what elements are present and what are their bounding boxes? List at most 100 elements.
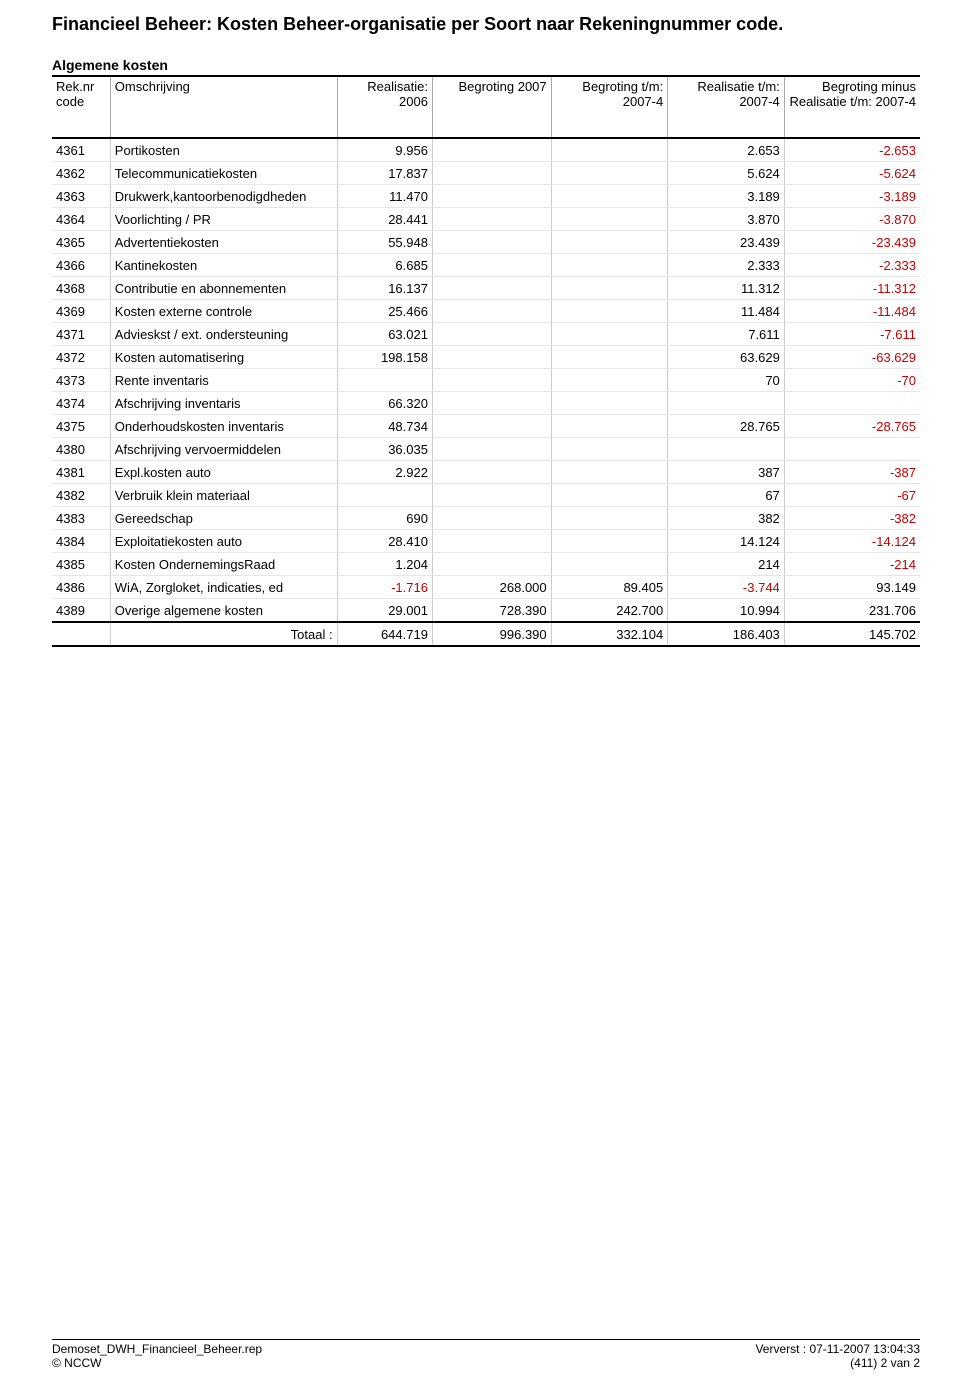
cell-b2007 <box>432 346 551 369</box>
col-header-desc: Omschrijving <box>110 76 337 138</box>
table-total-row: Totaal : 644.719 996.390 332.104 186.403… <box>52 622 920 646</box>
cell-code: 4380 <box>52 438 110 461</box>
cell-btm <box>551 300 668 323</box>
cell-code: 4389 <box>52 599 110 623</box>
cell-r2006: -1.716 <box>337 576 432 599</box>
cell-rtm: 387 <box>668 461 785 484</box>
cell-rtm: 10.994 <box>668 599 785 623</box>
cell-bmr: -2.653 <box>784 138 920 162</box>
cell-btm: 242.700 <box>551 599 668 623</box>
cell-b2007 <box>432 300 551 323</box>
col-header-bmr: Begroting minus Realisatie t/m: 2007-4 <box>784 76 920 138</box>
cell-rtm: 7.611 <box>668 323 785 346</box>
cell-bmr: -70 <box>784 369 920 392</box>
cell-b2007 <box>432 369 551 392</box>
cell-b2007 <box>432 162 551 185</box>
cell-bmr: -5.624 <box>784 162 920 185</box>
cell-b2007 <box>432 254 551 277</box>
cell-desc: Afschrijving inventaris <box>110 392 337 415</box>
cell-b2007: 268.000 <box>432 576 551 599</box>
cell-rtm: 3.189 <box>668 185 785 208</box>
cell-code: 4364 <box>52 208 110 231</box>
cell-code: 4385 <box>52 553 110 576</box>
cell-r2006: 9.956 <box>337 138 432 162</box>
cell-btm <box>551 231 668 254</box>
cell-rtm: 11.484 <box>668 300 785 323</box>
cell-r2006: 11.470 <box>337 185 432 208</box>
cell-rtm: -3.744 <box>668 576 785 599</box>
cell-rtm: 5.624 <box>668 162 785 185</box>
report-table: Rek.nr code Omschrijving Realisatie: 200… <box>52 75 920 647</box>
cell-code: 4386 <box>52 576 110 599</box>
cell-desc: WiA, Zorgloket, indicaties, ed <box>110 576 337 599</box>
table-row: 4362Telecommunicatiekosten17.8375.624-5.… <box>52 162 920 185</box>
cell-r2006: 2.922 <box>337 461 432 484</box>
cell-r2006: 25.466 <box>337 300 432 323</box>
footer-refreshed: Ververst : 07-11-2007 13:04:33 <box>486 1342 920 1356</box>
cell-desc: Portikosten <box>110 138 337 162</box>
cell-b2007 <box>432 461 551 484</box>
table-row: 4366Kantinekosten6.6852.333-2.333 <box>52 254 920 277</box>
cell-btm <box>551 438 668 461</box>
cell-rtm <box>668 438 785 461</box>
table-row: 4373Rente inventaris70-70 <box>52 369 920 392</box>
cell-r2006 <box>337 484 432 507</box>
cell-rtm: 28.765 <box>668 415 785 438</box>
table-header-row: Rek.nr code Omschrijving Realisatie: 200… <box>52 76 920 138</box>
cell-bmr: -67 <box>784 484 920 507</box>
cell-b2007 <box>432 392 551 415</box>
cell-code: 4381 <box>52 461 110 484</box>
footer-page: (411) 2 van 2 <box>486 1356 920 1370</box>
cell-r2006: 66.320 <box>337 392 432 415</box>
cell-rtm: 63.629 <box>668 346 785 369</box>
cell-r2006: 55.948 <box>337 231 432 254</box>
cell-desc: Voorlichting / PR <box>110 208 337 231</box>
cell-b2007 <box>432 323 551 346</box>
cell-bmr: -3.870 <box>784 208 920 231</box>
table-row: 4383Gereedschap690382-382 <box>52 507 920 530</box>
cell-b2007 <box>432 484 551 507</box>
total-r2006: 644.719 <box>337 622 432 646</box>
cell-bmr: 93.149 <box>784 576 920 599</box>
table-row: 4365Advertentiekosten55.94823.439-23.439 <box>52 231 920 254</box>
cell-bmr: -14.124 <box>784 530 920 553</box>
cell-bmr: -382 <box>784 507 920 530</box>
cell-rtm: 67 <box>668 484 785 507</box>
cell-r2006: 198.158 <box>337 346 432 369</box>
cell-code: 4368 <box>52 277 110 300</box>
cell-code: 4369 <box>52 300 110 323</box>
table-row: 4380Afschrijving vervoermiddelen36.035 <box>52 438 920 461</box>
cell-desc: Telecommunicatiekosten <box>110 162 337 185</box>
cell-desc: Advertentiekosten <box>110 231 337 254</box>
cell-code: 4363 <box>52 185 110 208</box>
cell-code: 4383 <box>52 507 110 530</box>
cell-r2006: 36.035 <box>337 438 432 461</box>
cell-btm <box>551 277 668 300</box>
cell-b2007 <box>432 138 551 162</box>
cell-code: 4361 <box>52 138 110 162</box>
cell-rtm: 14.124 <box>668 530 785 553</box>
table-row: 4364Voorlichting / PR28.4413.870-3.870 <box>52 208 920 231</box>
cell-btm <box>551 530 668 553</box>
cell-r2006: 63.021 <box>337 323 432 346</box>
footer-file: Demoset_DWH_Financieel_Beheer.rep <box>52 1342 486 1356</box>
cell-r2006: 28.410 <box>337 530 432 553</box>
cell-r2006: 28.441 <box>337 208 432 231</box>
table-row: 4384Exploitatiekosten auto28.41014.124-1… <box>52 530 920 553</box>
cell-rtm: 11.312 <box>668 277 785 300</box>
cell-btm: 89.405 <box>551 576 668 599</box>
cell-btm <box>551 369 668 392</box>
cell-rtm: 23.439 <box>668 231 785 254</box>
cell-b2007 <box>432 185 551 208</box>
cell-btm <box>551 208 668 231</box>
page-title: Financieel Beheer: Kosten Beheer-organis… <box>52 14 920 35</box>
cell-bmr: -11.312 <box>784 277 920 300</box>
footer-copyright: © NCCW <box>52 1356 486 1370</box>
cell-r2006: 17.837 <box>337 162 432 185</box>
col-header-btm: Begroting t/m: 2007-4 <box>551 76 668 138</box>
cell-rtm: 214 <box>668 553 785 576</box>
cell-b2007 <box>432 507 551 530</box>
cell-desc: Advieskst / ext. ondersteuning <box>110 323 337 346</box>
cell-bmr: -23.439 <box>784 231 920 254</box>
cell-bmr <box>784 392 920 415</box>
